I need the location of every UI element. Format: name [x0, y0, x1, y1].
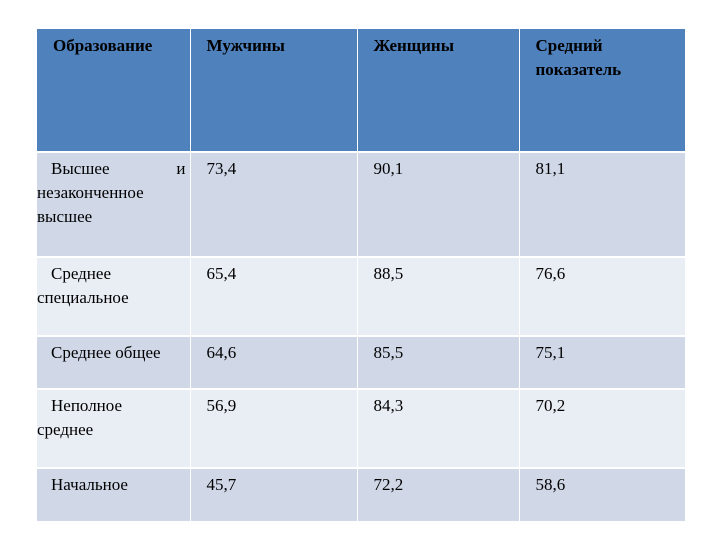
table-row: Среднее общее 64,6 85,5 75,1: [37, 335, 685, 389]
average-cell: 58,6: [518, 467, 685, 521]
women-cell: 90,1: [356, 151, 519, 257]
women-cell: 72,2: [356, 467, 519, 521]
men-cell: 64,6: [189, 335, 357, 389]
table-row: Высшее и незаконченное высшее 73,4 90,1 8…: [37, 151, 685, 257]
header-men: Мужчины: [189, 29, 357, 152]
women-cell: 88,5: [356, 256, 519, 336]
table-row: Начальное 45,7 72,2 58,6: [37, 467, 685, 521]
men-cell: 45,7: [189, 467, 357, 521]
average-cell: 81,1: [518, 151, 685, 257]
education-cell: Высшее и незаконченное высшее: [37, 151, 190, 257]
education-cell: Среднее общее: [37, 335, 190, 389]
average-cell: 75,1: [518, 335, 685, 389]
education-cell: Неполное среднее: [37, 388, 190, 468]
table-row: Неполное среднее 56,9 84,3 70,2: [37, 388, 685, 468]
average-cell: 70,2: [518, 388, 685, 468]
women-cell: 84,3: [356, 388, 519, 468]
education-table: Образование Мужчины Женщины Средний пока…: [37, 29, 685, 521]
women-cell: 85,5: [356, 335, 519, 389]
table-row: Среднее специальное 65,4 88,5 76,6: [37, 256, 685, 336]
header-average: Средний показатель: [518, 29, 685, 152]
table-header-row: Образование Мужчины Женщины Средний пока…: [37, 29, 685, 152]
header-women: Женщины: [356, 29, 519, 152]
men-cell: 73,4: [189, 151, 357, 257]
education-cell: Начальное: [37, 467, 190, 521]
men-cell: 56,9: [189, 388, 357, 468]
education-cell: Среднее специальное: [37, 256, 190, 336]
header-education: Образование: [37, 29, 190, 152]
average-cell: 76,6: [518, 256, 685, 336]
men-cell: 65,4: [189, 256, 357, 336]
